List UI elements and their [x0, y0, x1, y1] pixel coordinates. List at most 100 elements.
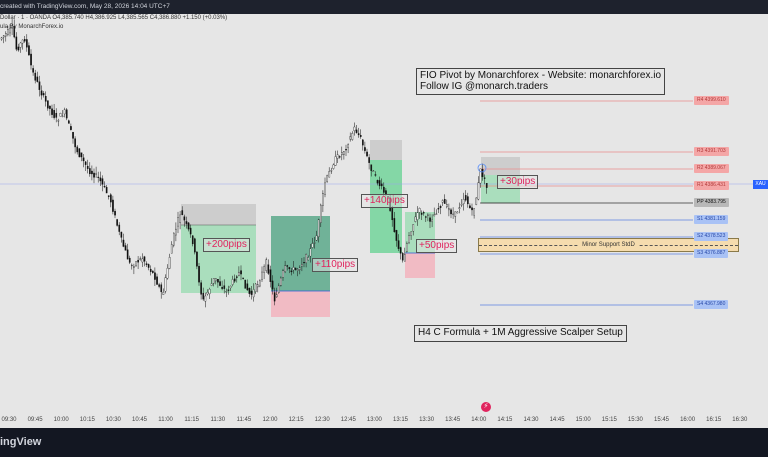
time-tick-label: 13:00 — [366, 417, 382, 423]
time-tick-label: 10:30 — [105, 417, 121, 423]
candle-body — [425, 216, 427, 218]
candle-body — [70, 126, 72, 130]
candle-body — [152, 270, 154, 273]
candle-body — [309, 248, 312, 257]
candle-body — [9, 27, 11, 34]
candle-body — [47, 100, 49, 109]
candle-body — [328, 171, 331, 178]
candle-body — [7, 29, 9, 35]
candle-body — [158, 284, 160, 287]
candle-body — [202, 292, 205, 300]
time-tick-label: 12:15 — [288, 417, 304, 423]
candle-body — [338, 156, 341, 158]
pips-label: +110pips — [312, 258, 359, 272]
time-tick-label: 14:15 — [497, 417, 513, 423]
candle-body — [265, 259, 268, 271]
candle-body — [141, 258, 144, 263]
candle-body — [307, 257, 310, 261]
candle-body — [210, 283, 213, 286]
candle-body — [351, 133, 354, 140]
time-tick-label: 10:45 — [131, 417, 148, 423]
time-tick-label: 13:15 — [392, 417, 409, 423]
candle-body — [305, 254, 307, 264]
candle-body — [479, 168, 482, 184]
candle-body — [443, 199, 446, 204]
candle-body — [194, 238, 196, 253]
position-zone — [271, 291, 330, 317]
candle-body — [57, 120, 60, 122]
candle-body — [301, 264, 303, 267]
candle-body — [391, 207, 394, 221]
position-zone — [481, 157, 520, 175]
candle-body — [86, 165, 89, 169]
candle-body — [483, 177, 486, 179]
pivot-level-label: PP 4383.795 — [694, 198, 729, 207]
time-axis[interactable]: 09:30 09:45 10:00 10:15 10:30 10:45 11:00 11:15… — [0, 414, 768, 428]
candle-body — [359, 135, 362, 137]
time-tick-label: 16:30 — [732, 417, 748, 423]
candle-body — [145, 263, 148, 265]
indicator-legend: ula By MonarchForex.io — [0, 24, 64, 30]
watermark-text: created with TradingView.com, May 28, 20… — [0, 3, 170, 10]
candle-body — [456, 211, 459, 214]
candle-body — [414, 216, 417, 222]
candle-body — [42, 93, 45, 96]
candle-body — [55, 112, 58, 118]
candle-body — [103, 185, 106, 188]
candle-body — [231, 279, 234, 285]
candle-body — [0, 37, 3, 40]
candle-body — [349, 136, 352, 140]
candle-body — [5, 33, 7, 37]
candle-body — [225, 291, 228, 293]
candle-body — [204, 295, 207, 302]
candle-body — [236, 276, 238, 278]
candle-body — [223, 285, 226, 289]
candle-body — [74, 138, 76, 148]
candle-body — [183, 216, 186, 221]
candle-body — [418, 208, 421, 213]
watermark-bar: created with TradingView.com, May 28, 20… — [0, 0, 768, 14]
pivot-level-label: R2 4389.067 — [694, 164, 729, 173]
candle-body — [420, 212, 423, 215]
pips-label: +50pips — [416, 239, 458, 253]
candle-body — [448, 208, 450, 211]
candle-body — [187, 222, 190, 230]
candle-body — [170, 244, 173, 254]
candle-body — [324, 182, 326, 195]
candle-body — [36, 76, 39, 82]
position-zone — [181, 204, 256, 225]
candle-body — [63, 109, 66, 115]
candle-body — [238, 272, 240, 276]
candle-body — [137, 259, 139, 263]
candle-body — [120, 231, 123, 238]
candle-body — [116, 219, 118, 226]
candle-body — [477, 182, 480, 200]
candle-body — [454, 211, 457, 217]
candle-body — [65, 109, 68, 119]
candle-body — [275, 294, 278, 298]
info-title: FIO Pivot by Monarchforex - Website: mon… — [420, 70, 662, 81]
candle-body — [435, 213, 438, 215]
candle-body — [416, 212, 419, 220]
pivot-level-label: S3 4376.887 — [694, 249, 729, 258]
candle-body — [462, 199, 465, 205]
lightning-icon[interactable]: ⚡ — [481, 402, 491, 412]
candle-body — [177, 217, 179, 227]
time-tick-label: 14:45 — [549, 417, 565, 423]
candle-body — [473, 208, 475, 216]
pivot-info-box: FIO Pivot by Monarchforex - Website: mon… — [416, 68, 666, 95]
candle-body — [357, 133, 360, 136]
candle-body — [156, 276, 158, 285]
pivot-level-label: R4 4399.610 — [694, 96, 729, 105]
pips-label: +140pips — [361, 194, 408, 208]
candle-body — [147, 264, 150, 268]
footer-bar: ingView — [0, 428, 768, 457]
candle-body — [446, 204, 448, 208]
candle-body — [229, 285, 232, 289]
candle-body — [44, 96, 47, 102]
time-tick-label: 14:00 — [471, 417, 487, 423]
candle-body — [166, 267, 169, 279]
candle-body — [51, 108, 53, 115]
time-tick-label: 15:45 — [653, 417, 670, 423]
candle-body — [227, 289, 230, 291]
